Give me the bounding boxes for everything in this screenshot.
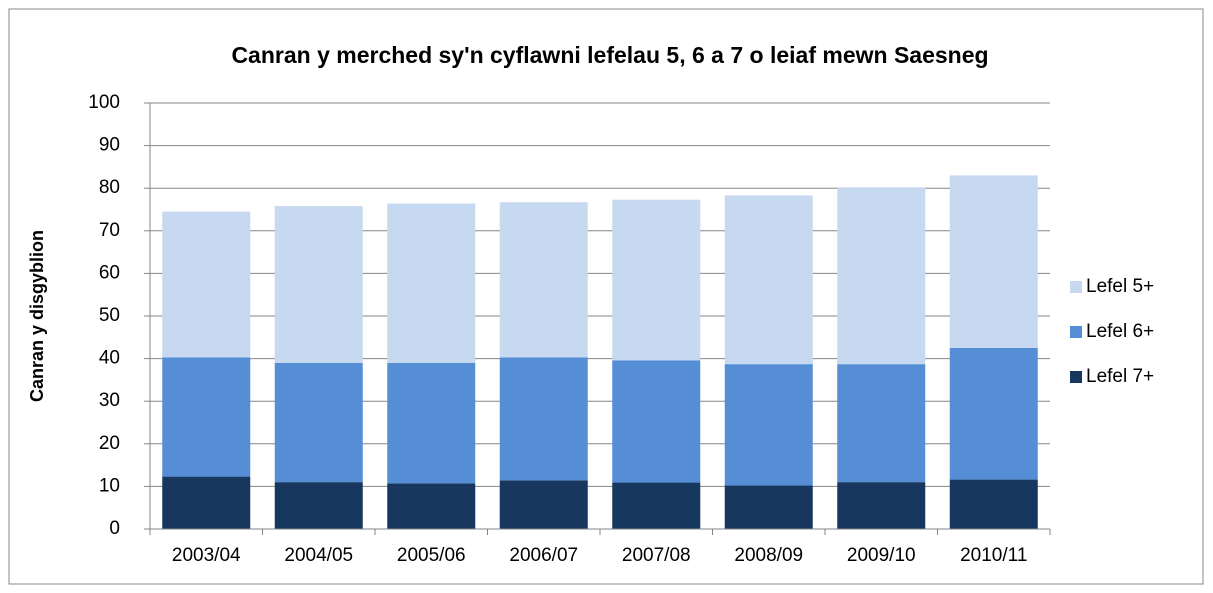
y-tick-label: 0 — [109, 518, 120, 539]
bar-segment — [387, 362, 476, 484]
bar-segment — [724, 485, 813, 529]
bar-segment — [724, 364, 813, 486]
x-tick-label: 2009/10 — [847, 545, 916, 566]
x-tick-label: 2008/09 — [734, 545, 803, 566]
y-tick-label: 50 — [99, 305, 120, 326]
x-tick-label: 2005/06 — [397, 545, 466, 566]
bar-segment — [162, 476, 251, 529]
y-tick-label: 80 — [99, 177, 120, 198]
bar-segment — [162, 211, 251, 358]
y-tick-label: 100 — [88, 92, 120, 113]
y-axis-label: Canran y disgyblion — [27, 230, 47, 402]
bar-segment — [837, 364, 926, 483]
y-tick-label: 10 — [99, 475, 120, 496]
x-tick-label: 2004/05 — [284, 545, 353, 566]
bar-segment — [274, 482, 363, 529]
bar-segment — [837, 482, 926, 529]
bar-segment — [499, 202, 588, 358]
legend-label: Lefel 7+ — [1086, 366, 1154, 387]
bar-segment — [499, 480, 588, 529]
bar-segment — [612, 199, 701, 361]
x-tick-label: 2007/08 — [622, 545, 691, 566]
chart-title: Canran y merched sy'n cyflawni lefelau 5… — [231, 42, 988, 68]
x-tick-label: 2010/11 — [960, 545, 1027, 566]
bar-segment — [274, 362, 363, 483]
y-tick-label: 30 — [99, 390, 120, 411]
y-tick-label: 90 — [99, 135, 120, 156]
y-tick-label: 20 — [99, 433, 120, 454]
bar-segment — [612, 360, 701, 483]
bar-segment — [387, 203, 476, 363]
bar-segment — [724, 195, 813, 365]
legend-swatch — [1070, 371, 1082, 383]
legend-swatch — [1070, 281, 1082, 293]
x-tick-label: 2003/04 — [172, 545, 241, 566]
legend-label: Lefel 5+ — [1086, 276, 1154, 297]
legend-label: Lefel 6+ — [1086, 321, 1154, 342]
bar-segment — [387, 483, 476, 529]
y-tick-label: 70 — [99, 220, 120, 241]
bar-segment — [612, 482, 701, 529]
bar-segment — [162, 357, 251, 477]
legend-swatch — [1070, 326, 1082, 338]
x-tick-label: 2006/07 — [509, 545, 578, 566]
bar-segment — [949, 347, 1038, 480]
y-tick-label: 40 — [99, 348, 120, 369]
bar-segment — [949, 175, 1038, 348]
bar-segment — [837, 187, 926, 365]
bar-segment — [274, 206, 363, 363]
bar-segment — [949, 479, 1038, 529]
y-tick-label: 60 — [99, 262, 120, 283]
bar-segment — [499, 357, 588, 481]
